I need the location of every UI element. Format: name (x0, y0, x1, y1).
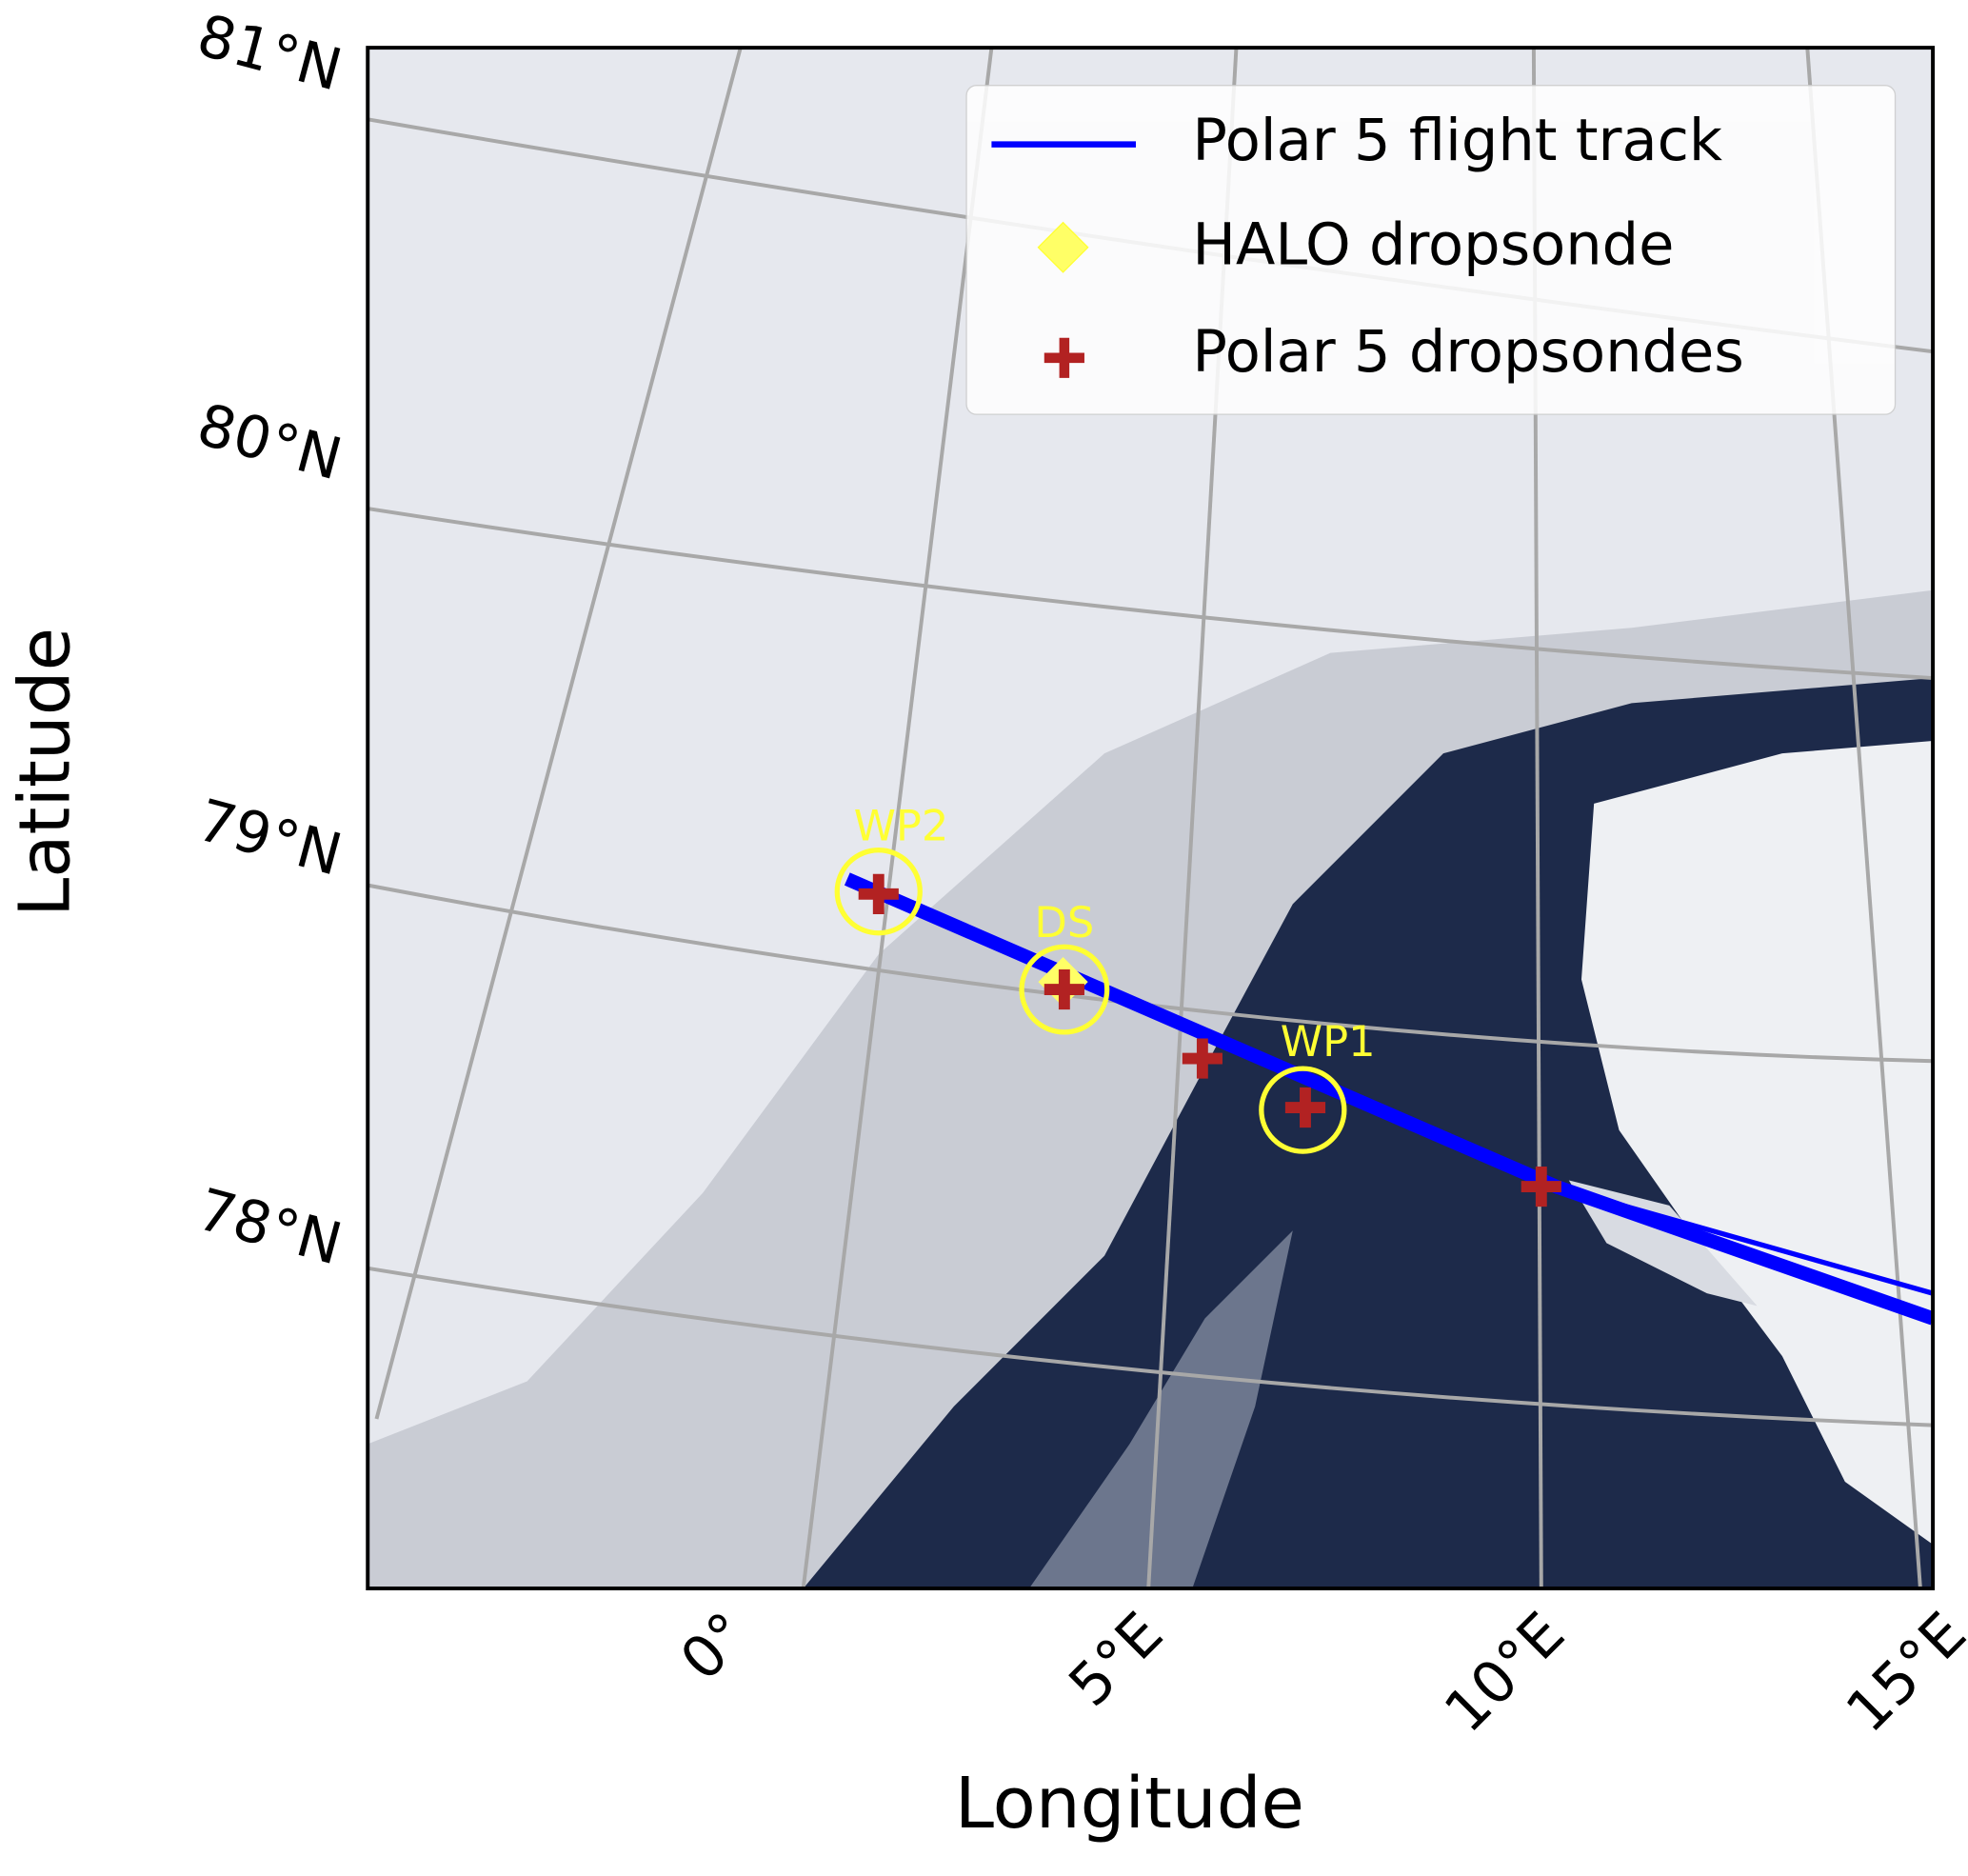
y-tick-label: 79°N (190, 788, 348, 889)
x-tick-label: 0° (668, 1600, 762, 1693)
legend-label: HALO dropsonde (1192, 212, 1674, 279)
svalbard (1580, 740, 1934, 1545)
map-area: WP2 DS WP1 Polar 5 flight track HALO dro… (368, 48, 1934, 1589)
polar5-dropsondes (858, 873, 1561, 1207)
x-tick-label: 15°E (1834, 1600, 1968, 1746)
legend-box (965, 85, 1897, 415)
y-tick-label: 80°N (190, 391, 348, 493)
y-tick-label: 81°N (190, 2, 348, 104)
annotation: WP1 (1281, 1016, 1376, 1067)
annotation: DS (1034, 897, 1094, 948)
legend-swatch (1044, 337, 1084, 378)
y-tick-label: 78°N (190, 1176, 348, 1278)
x-tick-label: 5°E (1057, 1600, 1176, 1719)
legend-swatch (1037, 221, 1089, 273)
grid-line (368, 1266, 1934, 1427)
annotation: WP2 (854, 800, 949, 850)
legend-label: Polar 5 flight track (1192, 108, 1722, 174)
frame (366, 46, 1936, 1591)
grid-line (801, 48, 994, 1589)
grid-line (368, 883, 1934, 1064)
flight-track (1555, 1184, 1934, 1296)
cloud-streets (1028, 1230, 1293, 1589)
grid-line (368, 507, 1934, 681)
y-axis-label: Latitude (5, 628, 87, 917)
legend: Polar 5 flight track HALO dropsonde Pola… (965, 85, 1897, 415)
legend-label: Polar 5 dropsondes (1192, 319, 1744, 386)
markers (834, 848, 1561, 1207)
grid-line (374, 48, 743, 1420)
x-axis-label: Longitude (955, 1763, 1304, 1845)
x-tick-label: 10°E (1432, 1600, 1578, 1746)
waypoint-circles (834, 848, 1347, 1154)
